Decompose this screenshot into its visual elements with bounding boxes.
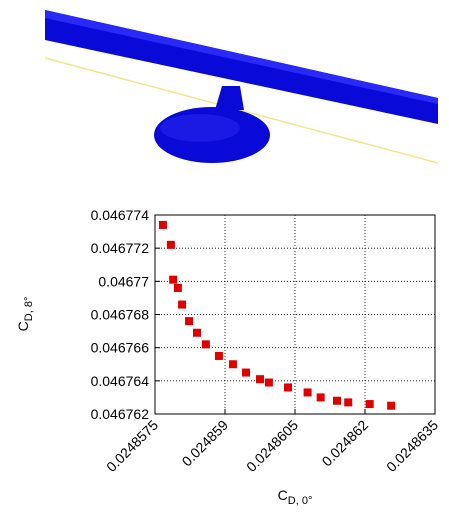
y-tick-label: 0.046764: [91, 373, 150, 389]
point: [366, 400, 374, 408]
y-label-sub: D, 8°: [23, 297, 35, 322]
y-tick-label: 0.046774: [91, 207, 150, 223]
x-tick-label: 0.024859: [179, 417, 232, 470]
point: [242, 369, 250, 377]
x-tick-label: 0.0248635: [383, 417, 441, 475]
point: [284, 383, 292, 391]
x-axis-label: CD, 0°: [278, 487, 313, 507]
point: [317, 393, 325, 401]
point: [265, 378, 273, 386]
y-axis-label: CD, 8°: [15, 297, 35, 332]
y-tick-label: 0.046772: [91, 240, 150, 256]
point: [256, 375, 264, 383]
y-label-main: C: [15, 321, 31, 331]
point: [344, 398, 352, 406]
point: [229, 360, 237, 368]
x-label-sub: D, 0°: [288, 495, 313, 507]
point: [193, 329, 201, 337]
point: [202, 340, 210, 348]
pylon: [215, 86, 244, 110]
pod-highlight: [160, 114, 240, 142]
y-tick-label: 0.046762: [91, 406, 150, 422]
point: [178, 301, 186, 309]
point: [333, 397, 341, 405]
point: [304, 388, 312, 396]
point: [169, 276, 177, 284]
render-image: [45, 10, 438, 163]
point: [387, 402, 395, 410]
plot: CD, 8° CD, 0°: [15, 215, 435, 507]
wing-highlight: [45, 10, 438, 104]
point: [167, 241, 175, 249]
x-tick-label: 0.024862: [319, 417, 372, 470]
y-tick-label: 0.04677: [98, 273, 149, 289]
x-tick-label: 0.0248605: [243, 417, 301, 475]
x-label-main: C: [278, 487, 288, 503]
figure: CD, 8° CD, 0° 0.0467620.0467640.0467660.…: [0, 0, 449, 511]
y-tick-label: 0.046768: [91, 307, 150, 323]
point: [174, 284, 182, 292]
x-tick-label: 0.0248575: [103, 417, 161, 475]
point: [159, 221, 167, 229]
y-tick-label: 0.046766: [91, 340, 150, 356]
point: [215, 352, 223, 360]
point: [185, 317, 193, 325]
